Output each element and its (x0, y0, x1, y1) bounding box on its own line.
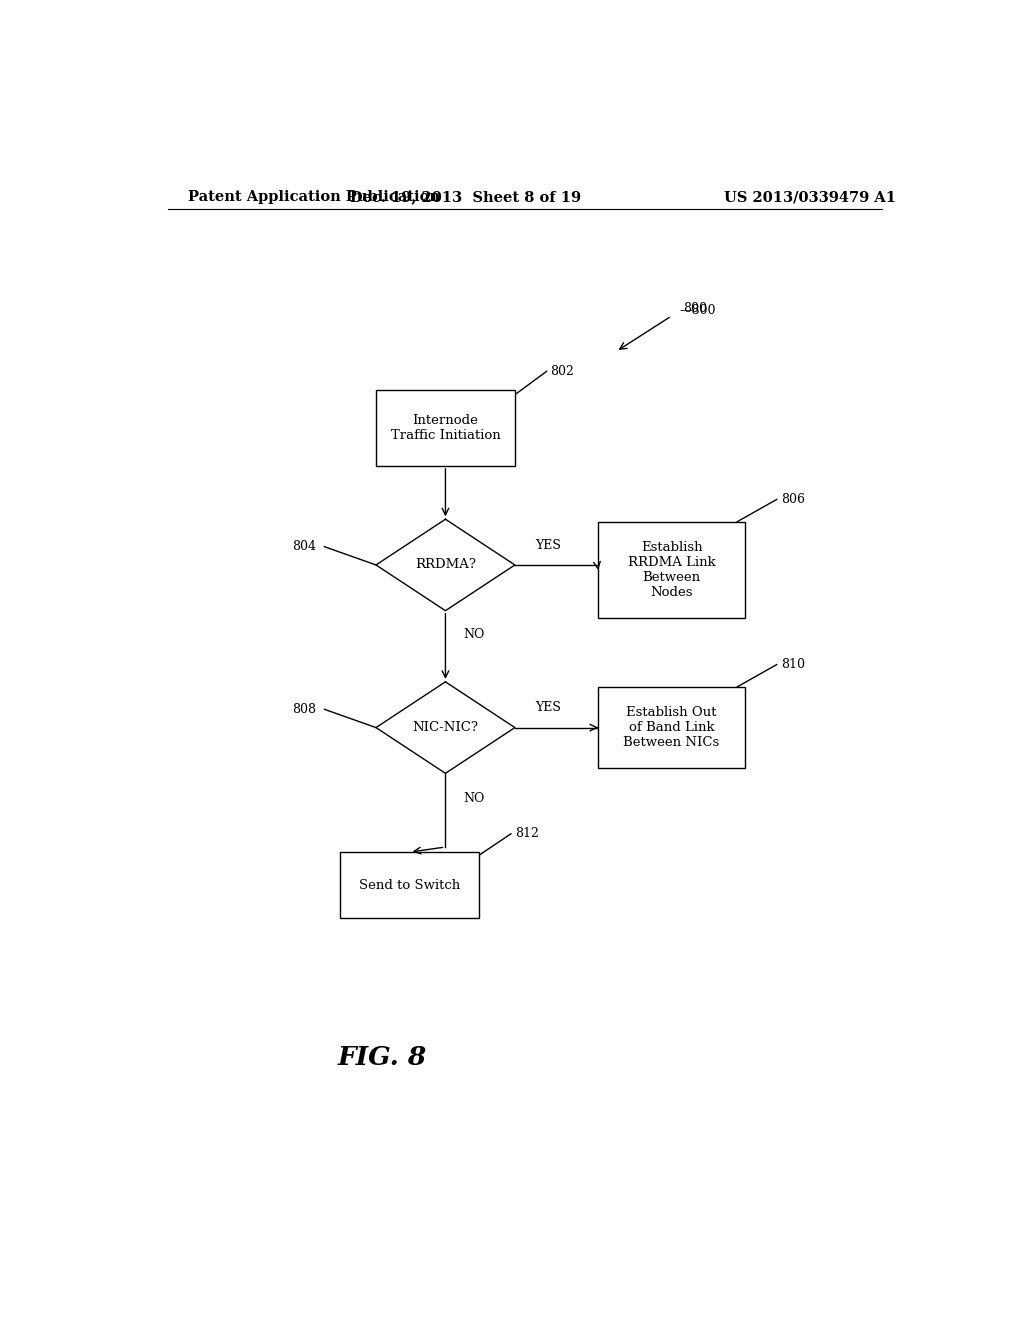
FancyBboxPatch shape (376, 389, 515, 466)
Text: 810: 810 (780, 659, 805, 671)
Text: Establish
RRDMA Link
Between
Nodes: Establish RRDMA Link Between Nodes (628, 541, 716, 599)
Text: YES: YES (536, 701, 561, 714)
FancyBboxPatch shape (598, 521, 745, 618)
Text: —800: —800 (680, 305, 716, 317)
Text: 802: 802 (551, 364, 574, 378)
Text: YES: YES (536, 539, 561, 552)
Text: Dec. 19, 2013  Sheet 8 of 19: Dec. 19, 2013 Sheet 8 of 19 (350, 190, 581, 205)
Text: 800: 800 (684, 302, 708, 315)
Text: 808: 808 (293, 702, 316, 715)
FancyBboxPatch shape (598, 686, 745, 768)
Text: NO: NO (463, 627, 484, 640)
Text: US 2013/0339479 A1: US 2013/0339479 A1 (725, 190, 896, 205)
Text: NO: NO (463, 792, 484, 805)
Text: NIC-NIC?: NIC-NIC? (413, 721, 478, 734)
FancyBboxPatch shape (340, 853, 479, 919)
Text: RRDMA?: RRDMA? (415, 558, 476, 572)
Text: Internode
Traffic Initiation: Internode Traffic Initiation (390, 413, 501, 442)
Text: Establish Out
of Band Link
Between NICs: Establish Out of Band Link Between NICs (624, 706, 720, 748)
Text: Send to Switch: Send to Switch (359, 879, 461, 891)
Text: 804: 804 (293, 540, 316, 553)
Text: FIG. 8: FIG. 8 (337, 1045, 427, 1071)
Text: 812: 812 (515, 828, 539, 841)
Text: 806: 806 (780, 492, 805, 506)
Text: Patent Application Publication: Patent Application Publication (187, 190, 439, 205)
